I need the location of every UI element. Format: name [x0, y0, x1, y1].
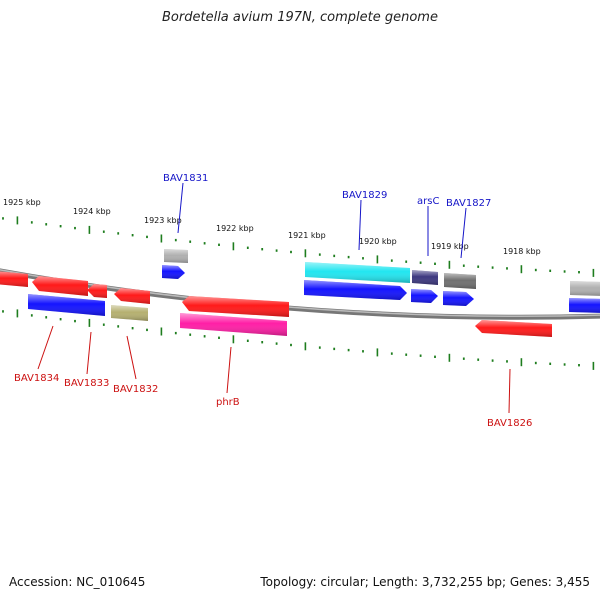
scale-label-1922: 1922 kbp	[216, 224, 254, 233]
scale-label-1924: 1924 kbp	[73, 207, 111, 216]
leader-line-bav1827	[460, 207, 467, 259]
leader-line-phrb	[226, 346, 232, 394]
gene-feature[interactable]	[570, 281, 600, 296]
scale-label-1921: 1921 kbp	[288, 231, 326, 240]
gene-feature[interactable]	[443, 291, 474, 306]
scale-label-1918: 1918 kbp	[503, 247, 541, 256]
gene-feature[interactable]	[304, 280, 407, 300]
upper-scale-ruler	[2, 216, 595, 277]
gene-feature[interactable]	[569, 298, 600, 313]
scale-label-1920: 1920 kbp	[359, 237, 397, 246]
lower-scale-ruler	[2, 309, 595, 370]
gene-label-bav1826[interactable]: BAV1826	[487, 418, 532, 429]
genome-stats-text: Topology: circular; Length: 3,732,255 bp…	[260, 575, 590, 589]
scale-label-1925: 1925 kbp	[3, 198, 41, 207]
gene-feature[interactable]	[412, 270, 438, 285]
gene-label-phrb[interactable]: phrB	[216, 397, 240, 408]
leader-line-bav1833	[86, 331, 92, 375]
gene-label-bav1833[interactable]: BAV1833	[64, 378, 109, 389]
leader-line-bav1834	[37, 325, 54, 370]
gene-feature[interactable]	[162, 265, 185, 279]
gene-feature[interactable]	[87, 284, 107, 298]
gene-feature[interactable]	[444, 273, 476, 289]
gene-label-bav1834[interactable]: BAV1834	[14, 373, 59, 384]
scale-label-1919: 1919 kbp	[431, 242, 469, 251]
gene-feature[interactable]	[164, 249, 188, 263]
page-title: Bordetella avium 197N, complete genome	[162, 10, 438, 25]
gene-feature[interactable]	[180, 313, 287, 336]
gene-feature[interactable]	[182, 296, 289, 317]
leader-line-bav1832	[126, 335, 137, 380]
gene-label-arsc[interactable]: arsC	[417, 196, 439, 207]
leader-line-bav1831	[177, 182, 184, 234]
gene-feature[interactable]	[305, 262, 410, 283]
gene-feature[interactable]	[0, 271, 28, 287]
gene-feature[interactable]	[32, 276, 88, 296]
gene-feature[interactable]	[411, 289, 438, 303]
leader-line-bav1829	[358, 199, 362, 251]
gene-feature[interactable]	[114, 288, 150, 304]
gene-label-bav1827[interactable]: BAV1827	[446, 198, 491, 209]
gene-label-bav1832[interactable]: BAV1832	[113, 384, 158, 395]
gene-feature[interactable]	[28, 294, 105, 316]
scale-label-1923: 1923 kbp	[144, 216, 182, 225]
accession-text: Accession: NC_010645	[9, 575, 146, 589]
gene-feature[interactable]	[475, 320, 552, 337]
gene-feature[interactable]	[111, 305, 148, 321]
leader-line-bav1826	[508, 368, 511, 414]
gene-label-bav1831[interactable]: BAV1831	[163, 173, 208, 184]
gene-label-bav1829[interactable]: BAV1829	[342, 190, 387, 201]
